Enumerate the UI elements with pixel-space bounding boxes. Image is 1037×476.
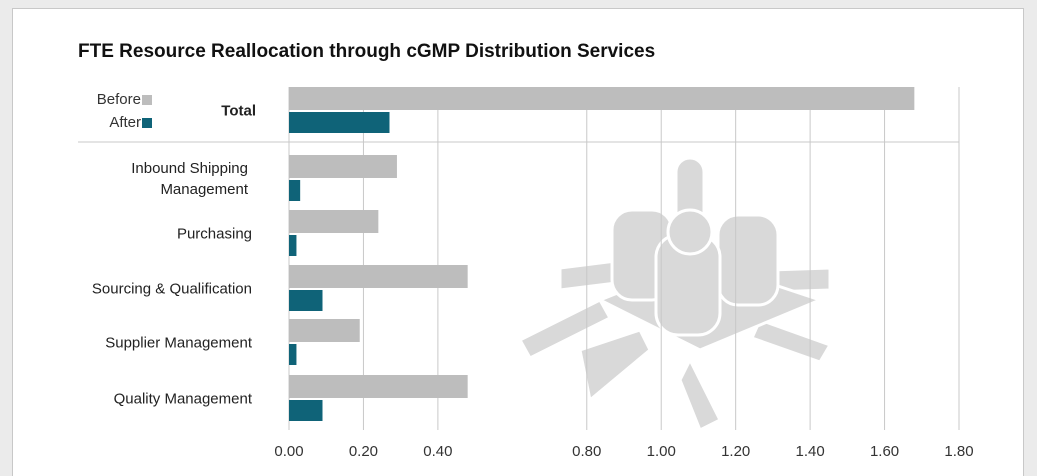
- category-label: Supplier Management: [52, 333, 252, 354]
- x-tick-label: 0.40: [423, 443, 452, 460]
- x-tick-label: 0.80: [572, 443, 601, 460]
- x-tick-label: 1.00: [647, 443, 676, 460]
- bar: [289, 265, 468, 288]
- bar: [289, 112, 390, 133]
- chart-title: FTE Resource Reallocation through cGMP D…: [78, 41, 655, 62]
- bar: [289, 180, 300, 201]
- x-tick-label: 1.60: [870, 443, 899, 460]
- category-label: Quality Management: [52, 389, 252, 410]
- x-tick-label: 1.20: [721, 443, 750, 460]
- x-tick-label: 1.80: [944, 443, 973, 460]
- bar: [289, 210, 378, 233]
- category-label: Total: [56, 101, 256, 122]
- page: FTE Resource Reallocation through cGMP D…: [0, 0, 1037, 476]
- x-tick-label: 0.00: [274, 443, 303, 460]
- bar: [289, 319, 360, 342]
- category-label: Purchasing: [52, 224, 252, 245]
- x-tick-label: 1.40: [796, 443, 825, 460]
- bar: [289, 290, 323, 311]
- bar: [289, 155, 397, 178]
- bar: [289, 344, 296, 365]
- bar: [289, 400, 323, 421]
- illustration: [520, 158, 830, 430]
- category-label: Sourcing & Qualification: [52, 279, 252, 300]
- bar: [289, 235, 296, 256]
- category-label: Inbound Shipping Management: [52, 158, 248, 200]
- bar: [289, 375, 468, 398]
- x-tick-label: 0.20: [349, 443, 378, 460]
- bar: [289, 87, 914, 110]
